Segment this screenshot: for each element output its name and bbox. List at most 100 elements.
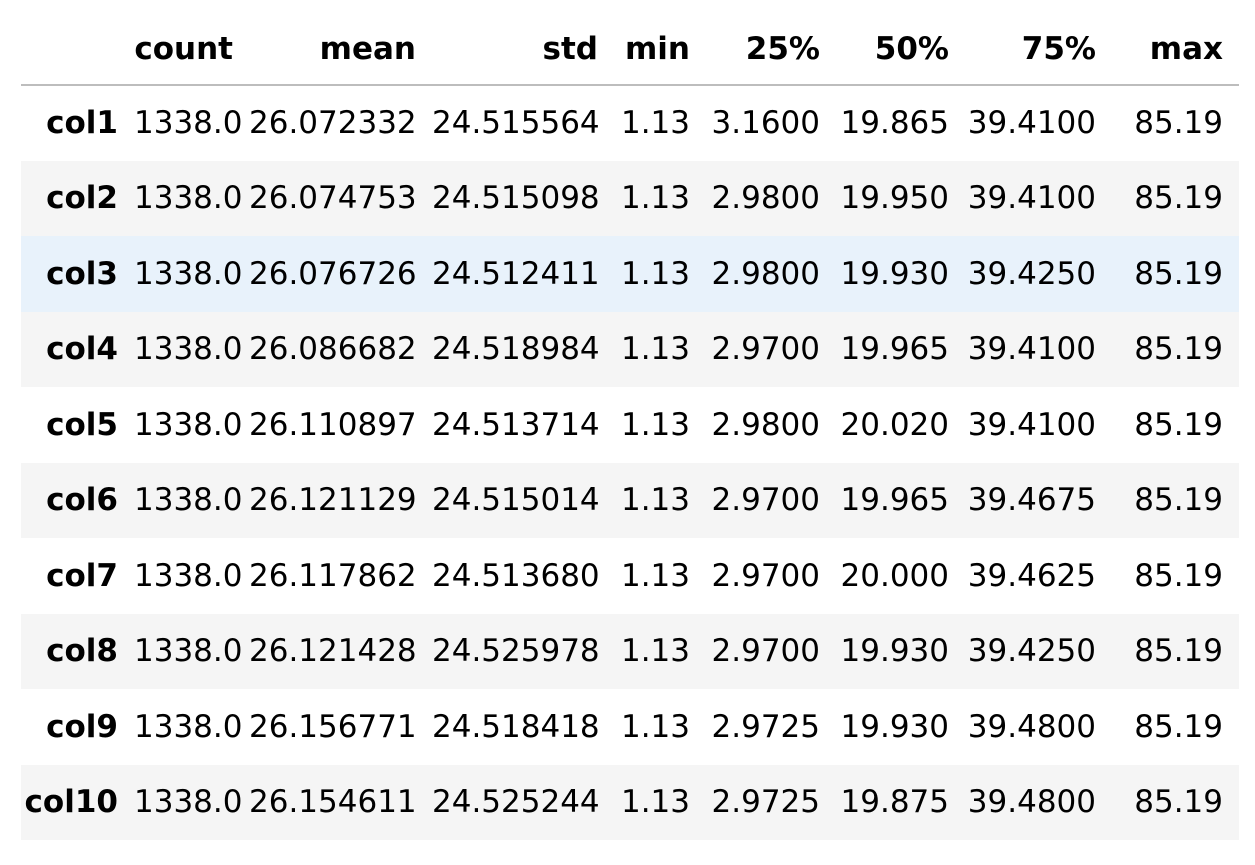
cell-50pct: 19.930 [840,708,949,745]
cell-min: 1.13 [620,255,690,292]
cell-max: 85.19 [1134,708,1223,745]
cell-std: 24.518984 [432,331,600,368]
cell-min: 1.13 [620,482,690,519]
cell-min: 1.13 [620,557,690,594]
cell-min: 1.13 [620,633,690,670]
cell-count: 1338.0 [134,105,243,142]
cell-count: 1338.0 [134,633,243,670]
cell-75pct: 39.4100 [967,105,1096,142]
cell-25pct: 2.9800 [711,406,820,443]
cell-count: 1338.0 [134,482,243,519]
cell-min: 1.13 [620,406,690,443]
cell-50pct: 19.930 [840,255,949,292]
cell-std: 24.518418 [432,708,600,745]
cell-std: 24.513714 [432,406,600,443]
cell-count: 1338.0 [134,406,243,443]
cell-mean: 26.072332 [249,105,417,142]
cell-std: 24.525978 [432,633,600,670]
table-row: col5 1338.0 26.110897 24.513714 1.13 2.9800 20… [21,387,1239,463]
cell-mean: 26.076726 [249,255,417,292]
cell-std: 24.512411 [432,255,600,292]
table-row: col6 1338.0 26.121129 24.515014 1.13 2.9700 19… [21,462,1239,538]
column-header-25pct: 25% [706,14,836,86]
table-row: col7 1338.0 26.117862 24.513680 1.13 2.9700 20… [21,538,1239,614]
cell-25pct: 2.9725 [711,708,820,745]
cell-25pct: 3.1600 [711,105,820,142]
cell-75pct: 39.4250 [967,633,1096,670]
cell-std: 24.515098 [432,180,600,217]
row-index-label: col1 [46,105,118,142]
row-index-label: col7 [46,557,118,594]
table-row: col9 1338.0 26.156771 24.518418 1.13 2.9725 19… [21,689,1239,765]
cell-max: 85.19 [1134,180,1223,217]
column-header-50pct: 50% [836,14,965,86]
table-row: col8 1338.0 26.121428 24.525978 1.13 2.9700 19… [21,613,1239,689]
column-header-mean: mean [249,14,432,86]
column-header-count: count [134,14,249,86]
cell-mean: 26.086682 [249,331,417,368]
column-header-max: max [1112,14,1239,86]
cell-std: 24.525244 [432,784,600,821]
cell-max: 85.19 [1134,105,1223,142]
cell-std: 24.513680 [432,557,600,594]
cell-75pct: 39.4100 [967,331,1096,368]
cell-count: 1338.0 [134,784,243,821]
row-index-label: col10 [24,784,118,821]
table-body: col1 1338.0 26.072332 24.515564 1.13 3.1600 19… [21,85,1239,840]
cell-count: 1338.0 [134,180,243,217]
cell-75pct: 39.4800 [967,784,1096,821]
row-index-label: col4 [46,331,118,368]
row-index-label: col2 [46,180,118,217]
row-index-label: col5 [46,406,118,443]
cell-75pct: 39.4100 [967,406,1096,443]
cell-75pct: 39.4675 [967,482,1096,519]
cell-min: 1.13 [620,784,690,821]
cell-mean: 26.121129 [249,482,417,519]
index-header [21,14,134,86]
cell-25pct: 2.9725 [711,784,820,821]
cell-50pct: 19.865 [840,105,949,142]
cell-mean: 26.121428 [249,633,417,670]
table-row: col10 1338.0 26.154611 24.525244 1.13 2.9725 1… [21,764,1239,840]
table-header: count mean std min 25% 50% 75% max [21,14,1239,86]
dataframe-output: count mean std min 25% 50% 75% max col1 1… [21,14,1239,840]
cell-50pct: 20.000 [840,557,949,594]
cell-max: 85.19 [1134,406,1223,443]
cell-min: 1.13 [620,331,690,368]
cell-75pct: 39.4100 [967,180,1096,217]
cell-min: 1.13 [620,708,690,745]
cell-min: 1.13 [620,180,690,217]
column-header-75pct: 75% [965,14,1112,86]
cell-mean: 26.154611 [249,784,417,821]
cell-25pct: 2.9700 [711,482,820,519]
cell-50pct: 20.020 [840,406,949,443]
cell-mean: 26.156771 [249,708,417,745]
cell-max: 85.19 [1134,482,1223,519]
table-row: col3 1338.0 26.076726 24.512411 1.13 2.9800 19… [21,236,1239,312]
header-row: count mean std min 25% 50% 75% max [21,14,1239,86]
row-index-label: col3 [46,255,118,292]
table-row: col2 1338.0 26.074753 24.515098 1.13 2.9800 19… [21,160,1239,236]
column-header-min: min [614,14,706,86]
cell-mean: 26.110897 [249,406,417,443]
cell-50pct: 19.965 [840,331,949,368]
cell-max: 85.19 [1134,255,1223,292]
cell-75pct: 39.4800 [967,708,1096,745]
cell-50pct: 19.875 [840,784,949,821]
table-row: col1 1338.0 26.072332 24.515564 1.13 3.1600 19… [21,85,1239,161]
cell-mean: 26.117862 [249,557,417,594]
cell-25pct: 2.9700 [711,633,820,670]
cell-50pct: 19.950 [840,180,949,217]
cell-25pct: 2.9800 [711,255,820,292]
cell-75pct: 39.4250 [967,255,1096,292]
cell-std: 24.515014 [432,482,600,519]
row-index-label: col8 [46,633,118,670]
cell-max: 85.19 [1134,784,1223,821]
cell-50pct: 19.965 [840,482,949,519]
cell-std: 24.515564 [432,105,600,142]
cell-max: 85.19 [1134,331,1223,368]
cell-25pct: 2.9800 [711,180,820,217]
describe-table: count mean std min 25% 50% 75% max col1 1… [21,14,1239,840]
table-row: col4 1338.0 26.086682 24.518984 1.13 2.9700 19… [21,311,1239,387]
cell-min: 1.13 [620,105,690,142]
